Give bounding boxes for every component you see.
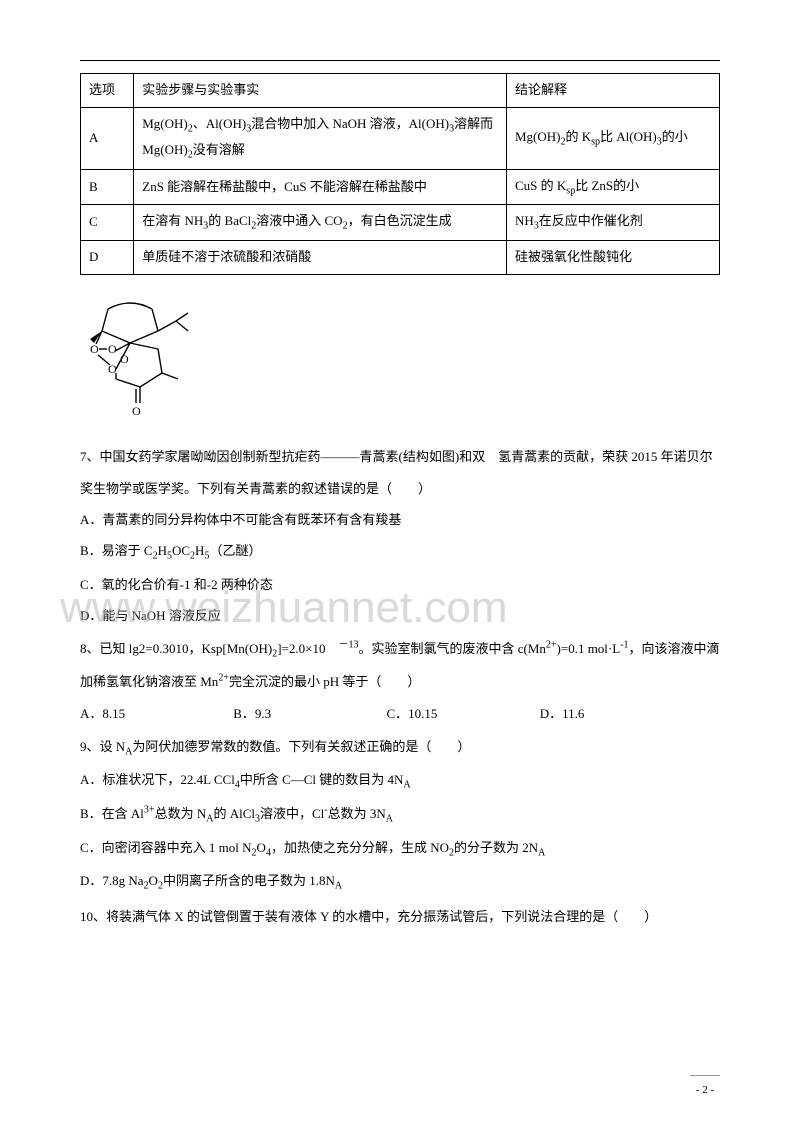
q7-option-c: C．氧的化合价有-1 和-2 两种价态 (80, 569, 720, 600)
th-option: 选项 (81, 74, 134, 108)
q7-option-a: A．青蒿素的同分异构体中不可能含有既苯环有含有羧基 (80, 504, 720, 535)
page-number: - 2 - (690, 1075, 720, 1102)
question-7: 7、中国女药学家屠呦呦因创制新型抗疟药———青蒿素(结构如图)和双 氢青蒿素的贡… (80, 441, 720, 503)
svg-text:O: O (90, 342, 99, 356)
table-row: C 在溶有 NH3的 BaCl2溶液中通入 CO2，有白色沉淀生成 NH3在反应… (81, 205, 720, 241)
question-8: 8、已知 lg2=0.3010，Ksp[Mn(OH)2]=2.0×10 －13。… (80, 633, 720, 698)
q7-option-d: D．能与 NaOH 溶液反应 (80, 600, 720, 631)
q9-option-d: D．7.8g Na2O2中阴离子所含的电子数为 1.8NA (80, 865, 720, 899)
q8-options: A．8.15 B．9.3 C．10.15 D．11.6 (80, 698, 720, 729)
svg-text:O: O (120, 352, 129, 366)
th-conclusion: 结论解释 (507, 74, 720, 108)
table-row: B ZnS 能溶解在稀盐酸中，CuS 不能溶解在稀盐酸中 CuS 的 Ksp比 … (81, 169, 720, 205)
svg-text:O: O (108, 342, 117, 356)
question-9: 9、设 NA为阿伏加德罗常数的数值。下列有关叙述正确的是（ ） (80, 731, 720, 765)
q9-option-b: B．在含 Al3+总数为 NA的 AlCl3溶液中，Cl-总数为 3NA (80, 798, 720, 832)
molecule-structure-icon: O O O O O (80, 291, 200, 421)
q9-option-c: C．向密闭容器中充入 1 mol N2O4，加热使之充分分解，生成 NO2的分子… (80, 832, 720, 866)
svg-text:O: O (132, 404, 141, 418)
experiment-table: 选项 实验步骤与实验事实 结论解释 A Mg(OH)2、Al(OH)3混合物中加… (80, 73, 720, 275)
question-10: 10、将装满气体 X 的试管倒置于装有液体 Y 的水槽中，充分振荡试管后，下列说… (80, 901, 720, 932)
th-steps: 实验步骤与实验事实 (134, 74, 507, 108)
q9-option-a: A．标准状况下，22.4L CCl4中所含 C—Cl 键的数目为 4NA (80, 764, 720, 798)
table-row: A Mg(OH)2、Al(OH)3混合物中加入 NaOH 溶液，Al(OH)3溶… (81, 107, 720, 169)
table-row: D 单质硅不溶于浓硫酸和浓硝酸 硅被强氧化性酸钝化 (81, 241, 720, 275)
q7-option-b: B．易溶于 C2H5OC2H5（乙醚） (80, 535, 720, 569)
